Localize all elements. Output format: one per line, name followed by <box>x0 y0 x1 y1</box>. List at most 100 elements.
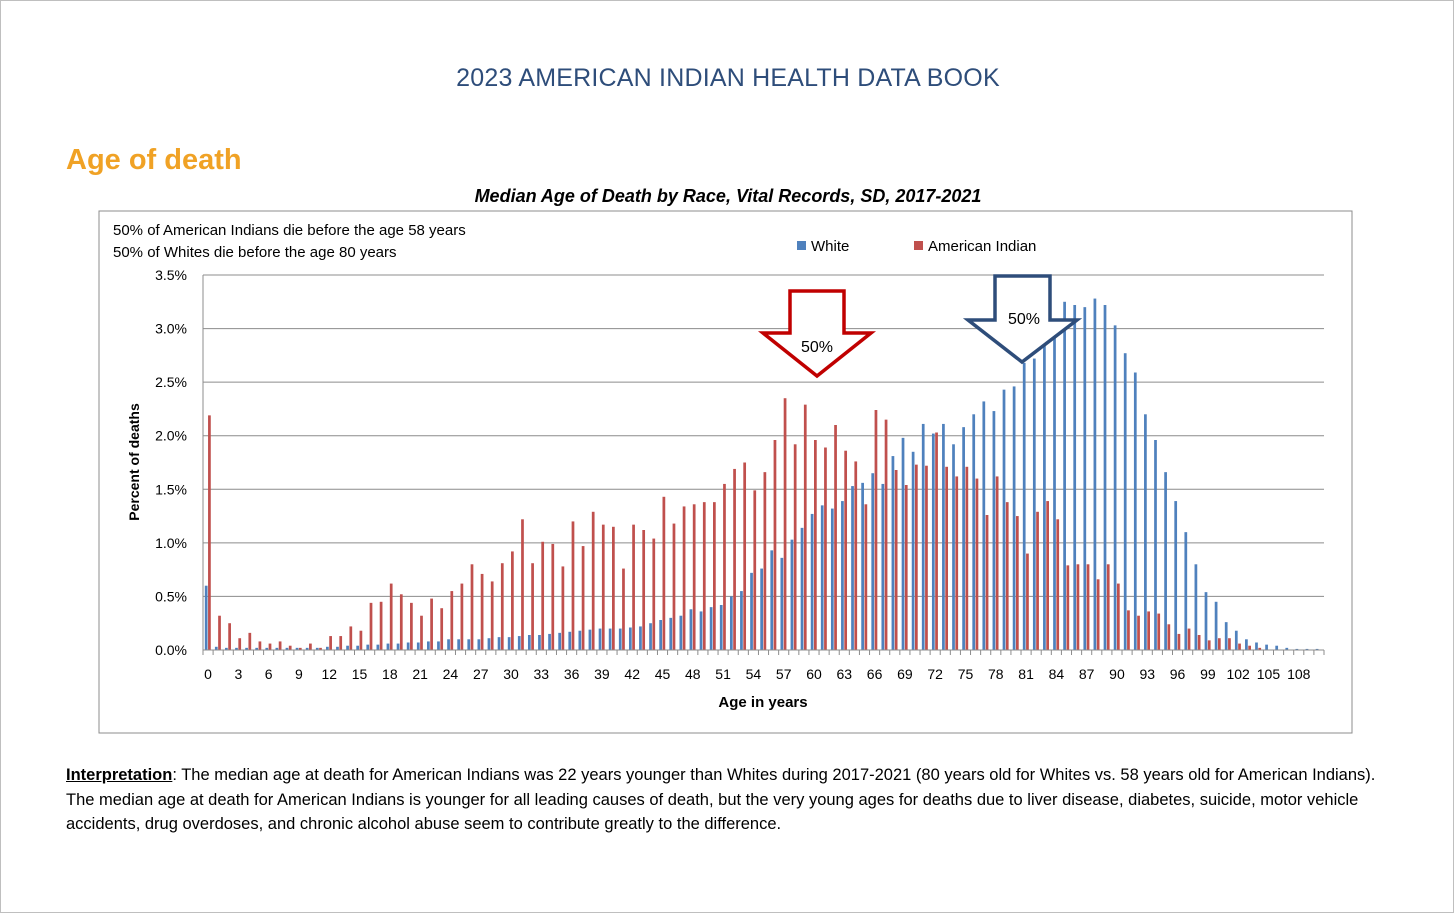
bar-american-indian <box>1238 643 1241 650</box>
x-tick-label: 54 <box>746 666 762 682</box>
x-tick-label: 45 <box>655 666 671 682</box>
bar-white <box>225 647 228 650</box>
bar-white <box>1063 301 1066 650</box>
bar-american-indian <box>824 447 827 650</box>
bar-american-indian <box>793 444 797 650</box>
bar-white <box>1275 645 1279 650</box>
bar-american-indian <box>1248 645 1251 650</box>
bar-american-indian <box>1167 624 1171 650</box>
bar-american-indian <box>773 440 777 650</box>
bar-american-indian <box>945 466 949 650</box>
bar-american-indian <box>884 419 888 650</box>
bar-american-indian <box>1046 501 1049 650</box>
bar-white <box>740 591 743 650</box>
annotation-american-indian: 50% of American Indians die before the a… <box>113 222 466 239</box>
bar-american-indian <box>985 515 989 650</box>
bar-white <box>245 647 248 650</box>
bar-white <box>204 585 208 650</box>
bar-american-indian <box>1147 611 1150 650</box>
bar-white <box>578 630 582 650</box>
bar-american-indian <box>399 594 403 650</box>
bar-american-indian <box>925 465 928 650</box>
bar-american-indian <box>1137 615 1140 650</box>
bar-american-indian <box>339 636 343 650</box>
bar-american-indian <box>1015 516 1019 650</box>
axes: 0.0%0.5%1.0%1.5%2.0%2.5%3.0%3.5%0 3 6 9 12 15… <box>155 267 1325 682</box>
x-tick-label: 57 <box>776 666 792 682</box>
bar-white <box>427 641 430 650</box>
x-tick-label: 63 <box>837 666 853 682</box>
bar-american-indian <box>490 581 494 650</box>
bar-american-indian <box>1157 613 1161 650</box>
bar-american-indian <box>854 461 858 650</box>
bar-white <box>1194 564 1198 650</box>
bar-white <box>1305 648 1309 650</box>
bar-white <box>336 646 339 650</box>
bar-white <box>709 607 713 650</box>
bar-american-indian <box>1056 519 1060 650</box>
bar-white <box>396 643 400 650</box>
bar-american-indian <box>753 490 757 650</box>
x-tick-label: 24 <box>443 666 459 682</box>
bar-american-indian <box>743 462 747 650</box>
bar-american-indian <box>1026 553 1029 650</box>
bar-white <box>790 539 794 650</box>
bar-white <box>1022 362 1026 650</box>
bar-white <box>992 411 996 650</box>
x-tick-label: 69 <box>897 666 913 682</box>
x-tick-label: 72 <box>927 666 943 682</box>
bar-american-indian <box>208 415 211 650</box>
bar-american-indian <box>935 432 938 650</box>
bar-white <box>1043 345 1046 650</box>
bar-white <box>326 646 329 650</box>
x-tick-label: 3 <box>234 666 242 682</box>
bar-white <box>1083 307 1087 650</box>
bar-american-indian <box>379 601 383 650</box>
bar-white <box>952 444 955 650</box>
bar-american-indian <box>834 425 837 650</box>
bar-white <box>1204 592 1208 650</box>
bar-american-indian <box>894 470 898 650</box>
x-tick-label: 51 <box>715 666 731 682</box>
bar-white <box>1315 648 1319 650</box>
bar-white <box>800 527 804 650</box>
bar-american-indian <box>672 523 676 650</box>
bar-american-indian <box>622 568 625 650</box>
bar-white <box>911 451 915 650</box>
bar-white <box>1255 642 1258 650</box>
bar-white <box>1164 472 1167 650</box>
bar-white <box>295 647 299 650</box>
bar-white <box>810 513 814 650</box>
bar-american-indian <box>1116 583 1120 650</box>
bar-american-indian <box>723 483 726 650</box>
bar-american-indian <box>238 638 242 650</box>
bar-american-indian <box>470 564 474 650</box>
bar-american-indian <box>874 410 878 650</box>
bar-american-indian <box>844 450 848 650</box>
bar-american-indian <box>248 632 252 650</box>
bar-american-indian <box>803 404 807 650</box>
x-tick-label: 33 <box>534 666 550 682</box>
bar-american-indian <box>1217 638 1221 650</box>
bar-white <box>497 637 501 650</box>
bar-white <box>830 508 834 650</box>
bar-american-indian <box>369 602 373 650</box>
x-tick-label: 84 <box>1049 666 1065 682</box>
bar-american-indian <box>440 608 444 650</box>
bar-white <box>1234 630 1238 650</box>
bar-white <box>457 639 461 650</box>
bar-white <box>820 505 824 650</box>
bar-white <box>548 633 551 650</box>
bar-american-indian <box>480 573 484 650</box>
bar-white <box>235 647 238 650</box>
x-tick-label: 60 <box>806 666 822 682</box>
document-header: 2023 AMERICAN INDIAN HEALTH DATA BOOK <box>456 64 1000 92</box>
bar-american-indian <box>298 647 302 650</box>
bar-white <box>1032 358 1036 650</box>
x-tick-label: 102 <box>1226 666 1250 682</box>
bar-white <box>517 636 521 650</box>
bar-white <box>598 628 602 650</box>
bar-american-indian <box>319 647 322 650</box>
bar-american-indian <box>359 630 363 650</box>
